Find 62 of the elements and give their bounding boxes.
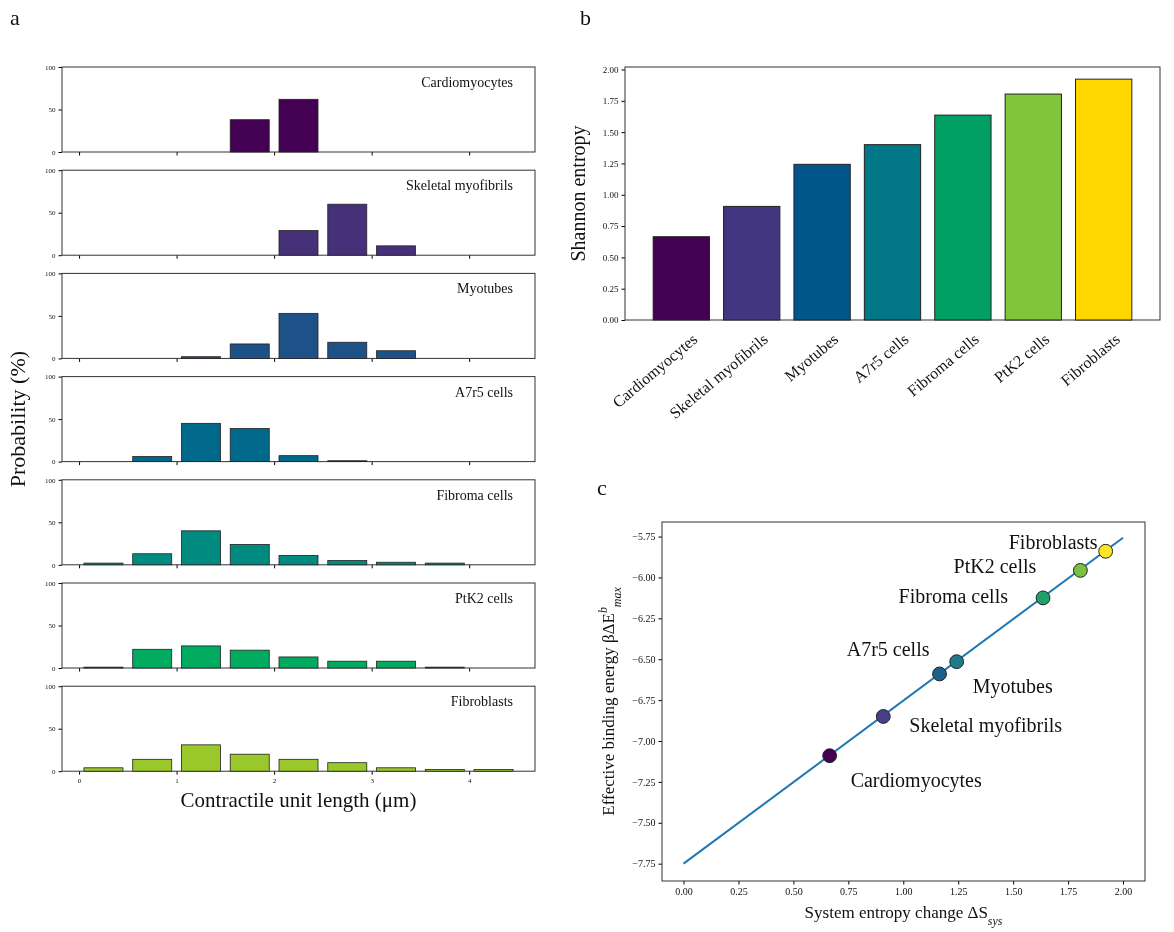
y-tick-label: −7.50 <box>632 817 656 829</box>
point <box>949 654 965 670</box>
bar <box>1004 93 1062 321</box>
y-tick-label: −6.00 <box>632 572 656 584</box>
point <box>932 666 947 682</box>
bar <box>652 236 710 321</box>
x-axis-title: System entropy change ΔS$_{sys}$ <box>804 903 1003 928</box>
y-tick-label: −7.25 <box>632 776 656 788</box>
point <box>1098 543 1114 559</box>
text: b <box>580 5 591 30</box>
text: c <box>597 475 607 500</box>
y-tick-label: 0.00 <box>602 315 619 326</box>
text: Myotubes <box>457 281 513 297</box>
x-tick-label: 0.75 <box>840 885 858 897</box>
x-tick-label: 1.75 <box>1059 885 1078 897</box>
bar <box>723 205 781 321</box>
y-tick-label: 0.75 <box>602 221 619 232</box>
text: Fibroblasts <box>450 694 513 710</box>
bar <box>934 114 992 321</box>
x-tick-label: 0.25 <box>730 885 748 897</box>
bar <box>793 163 851 321</box>
x-tick-label: PtK2 cells <box>990 330 1053 386</box>
annotation: Fibroma cells <box>898 584 1009 607</box>
point <box>1072 563 1088 578</box>
text: a <box>10 5 20 30</box>
x-tick-label: 0.50 <box>785 885 803 897</box>
y-tick-label: −7.00 <box>632 735 656 747</box>
text: PtK2 cells <box>455 591 513 606</box>
y-tick-label: −6.50 <box>632 653 656 665</box>
point <box>822 748 838 764</box>
x-tick-label: 0.00 <box>675 885 693 897</box>
x-tick-label: 1.00 <box>895 885 913 897</box>
y-tick-label: −6.75 <box>632 694 656 706</box>
x-tick-label: 1.25 <box>949 885 968 897</box>
x-tick-label: 1.50 <box>1004 885 1023 897</box>
y-tick-label: −5.75 <box>632 531 656 543</box>
x-tick-label: 2.00 <box>1114 885 1133 897</box>
text: Fibroma cells <box>436 487 513 503</box>
annotation: PtK2 cells <box>953 555 1037 578</box>
annotation: A7r5 cells <box>846 637 930 660</box>
text: A7r5 cells <box>455 384 513 400</box>
annotation: Myotubes <box>972 674 1053 698</box>
point <box>1035 590 1051 606</box>
point <box>875 709 891 724</box>
y-tick-label: 1.50 <box>602 127 619 138</box>
annotation: Skeletal myofibrils <box>909 714 1063 738</box>
y-tick-label: 0.25 <box>602 284 619 295</box>
y-tick-label: −6.25 <box>632 613 656 625</box>
bar <box>863 144 922 321</box>
y-tick-label: 1.25 <box>602 158 619 169</box>
y-axis-title: Shannon entropy <box>567 125 590 262</box>
y-tick-label: −7.75 <box>632 858 656 870</box>
y-axis-title: Probability (%) <box>5 350 30 488</box>
text: Skeletal myofibrils <box>406 178 513 194</box>
x-axis-title: Contractile unit length (μm) <box>180 788 417 813</box>
y-tick-label: 1.75 <box>602 96 619 107</box>
bar <box>1075 78 1133 321</box>
y-tick-label: 2.00 <box>602 64 619 75</box>
y-tick-label: 1.00 <box>602 190 619 201</box>
y-tick-label: 0.50 <box>602 252 619 263</box>
text: Cardiomyocytes <box>421 75 513 90</box>
annotation: Fibroblasts <box>1008 531 1098 554</box>
